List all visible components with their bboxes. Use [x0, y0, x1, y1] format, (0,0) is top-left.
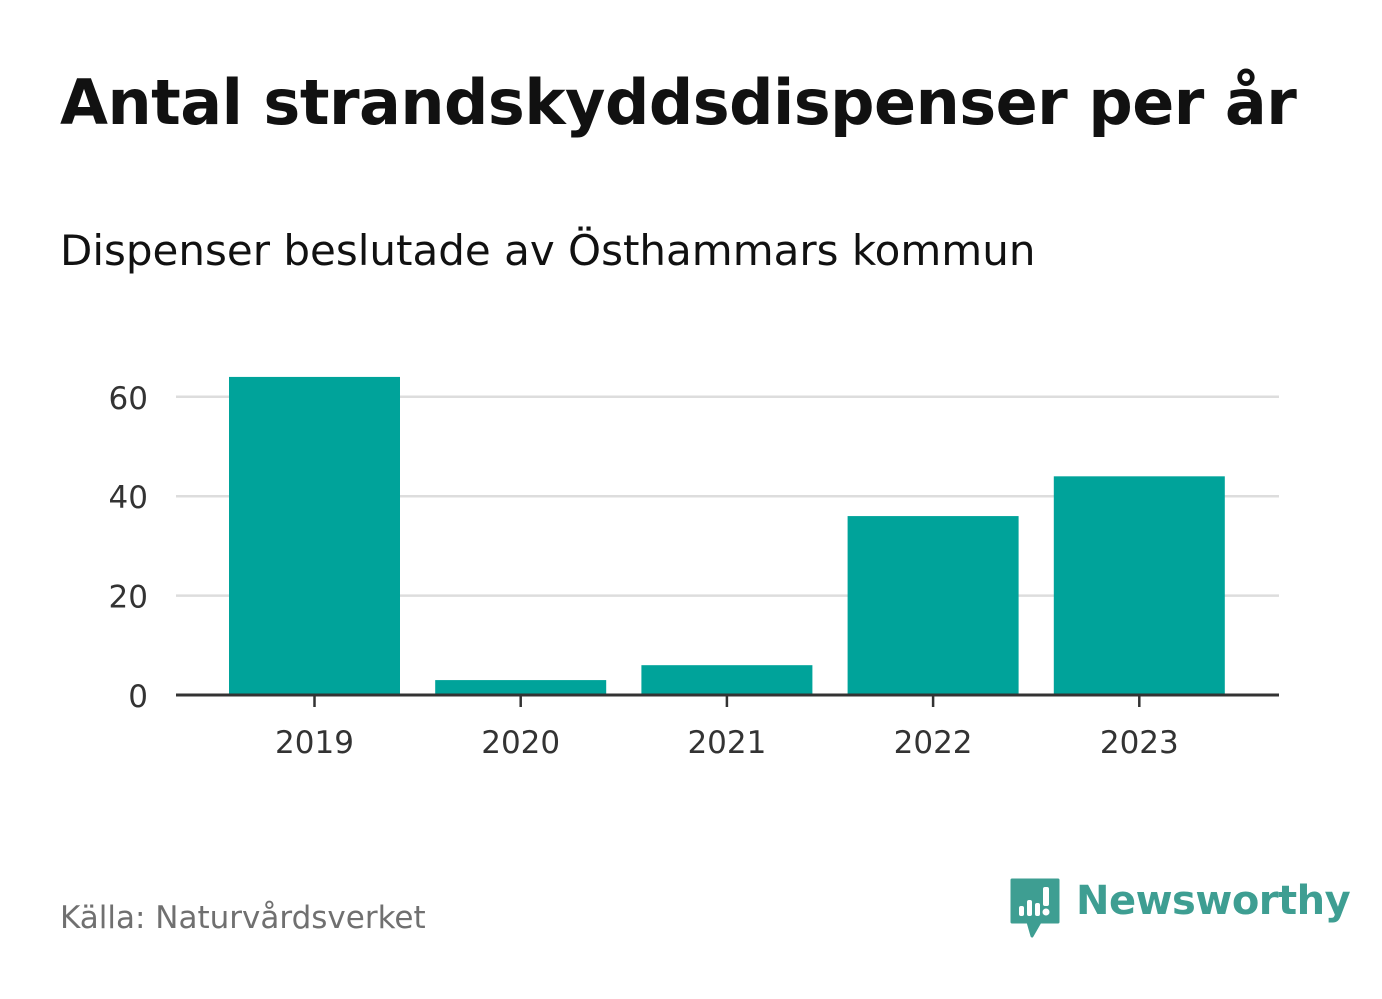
newsworthy-logo-icon [1010, 878, 1060, 938]
brand-name: Newsworthy [1076, 878, 1351, 924]
x-tick-label-2019: 2019 [275, 725, 354, 761]
chart-subtitle: Dispenser beslutade av Östhammars kommun [60, 226, 1036, 275]
bar-2020 [435, 680, 607, 695]
y-tick-label: 40 [109, 480, 148, 516]
axes: 0 20 40 60 2019 2020 2021 2022 2023 [109, 381, 1279, 761]
chart-title: Antal strandskyddsdispenser per år [60, 66, 1297, 139]
bars [229, 376, 1225, 695]
bar-2019 [229, 376, 400, 695]
x-tick-label-2021: 2021 [687, 725, 766, 761]
y-tick-label: 20 [109, 580, 148, 616]
y-tick-label: 0 [128, 679, 148, 715]
brand-logo: Newsworthy [1010, 878, 1351, 940]
x-tick-label-2020: 2020 [481, 725, 560, 761]
y-tick-label: 60 [109, 381, 148, 417]
x-tick-label-2022: 2022 [894, 725, 973, 761]
bar-2021 [641, 665, 813, 695]
source-note: Källa: Naturvårdsverket [60, 900, 426, 936]
bar-2022 [847, 516, 1019, 695]
bar-2023 [1053, 476, 1225, 695]
x-tick-label-2023: 2023 [1100, 725, 1179, 761]
